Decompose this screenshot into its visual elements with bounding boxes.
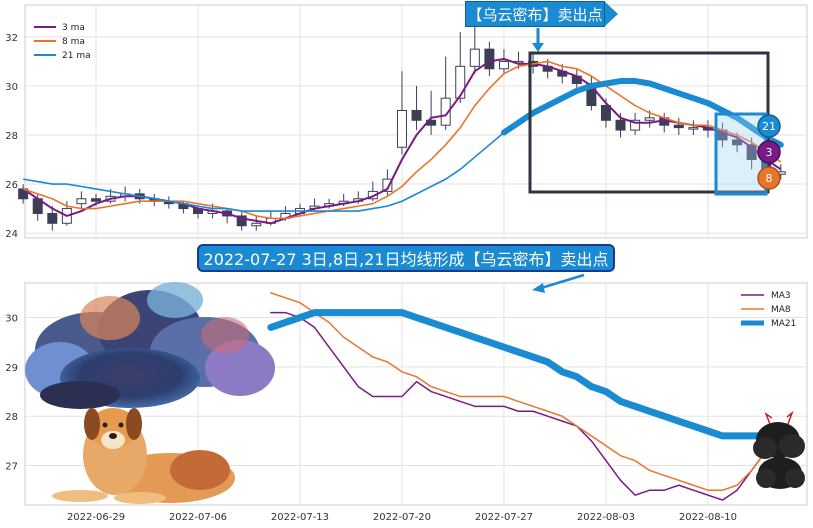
x-tick-label: 2022-06-29 [67, 512, 125, 523]
badge-3-label: 3 [766, 146, 773, 159]
candle-body [673, 124, 684, 129]
legend-ma3: MA3 [771, 291, 791, 301]
series-line-8-ma [22, 60, 782, 220]
badge-21-label: 21 [762, 120, 776, 133]
ma21-highlight-line [500, 78, 784, 148]
middle-banner-arrow [532, 273, 585, 293]
panel-1-frame [24, 4, 808, 239]
badge-8-label: 8 [766, 172, 773, 185]
candle-body [91, 198, 101, 202]
candle-body [411, 109, 422, 121]
candle-body [498, 60, 509, 70]
candle-body [630, 119, 641, 131]
series-line-MA8 [270, 292, 782, 491]
legend-3ma: 3 ma [62, 23, 85, 33]
candle-body [251, 222, 262, 227]
legend-21ma: 21 ma [62, 51, 91, 61]
candle-body [47, 212, 58, 224]
series-line-MA3 [270, 311, 782, 501]
dog-illustration [52, 408, 235, 504]
x-tick-label: 2022-07-06 [169, 512, 227, 523]
y-tick-label: 29 [5, 363, 18, 374]
badge-21: 21 [757, 114, 781, 138]
legend-ma21: MA21 [771, 319, 796, 329]
candle-body [732, 139, 743, 146]
candle-body [615, 119, 626, 131]
candle-body [76, 198, 87, 205]
candle-body [644, 117, 655, 121]
y-tick-label: 26 [5, 180, 18, 191]
x-tick-label: 2022-08-10 [679, 512, 737, 523]
badge-3: 3 [757, 140, 781, 164]
candlestick-panel: 24 26 28 30 32 21 3 8 3 ma 8 ma 21 ma [5, 4, 808, 240]
legend-8ma: 8 ma [62, 37, 85, 47]
x-tick-label: 2022-07-13 [271, 512, 329, 523]
candle-body [236, 215, 247, 227]
y-tick-label: 28 [5, 131, 18, 142]
x-tick-label: 2022-07-27 [475, 512, 533, 523]
panel-1-legend: 3 ma 8 ma 21 ma [34, 23, 91, 61]
badge-8: 8 [757, 166, 781, 190]
middle-signal-banner: 2022-07-27 3日,8日,21日均线形成【乌云密布】卖出点 [197, 244, 615, 272]
candle-body [600, 105, 611, 121]
top-signal-banner: 【乌云密布】卖出点 [465, 1, 605, 27]
legend-ma8: MA8 [771, 305, 791, 315]
panel-2-y-ticks: 27 28 29 30 [5, 314, 18, 473]
candle-body [484, 48, 495, 70]
candle-body [688, 127, 699, 130]
panel-2-ma-lines [267, 292, 785, 501]
top-banner-pointer [604, 1, 618, 27]
panel-1-y-ticks: 24 26 28 30 32 [5, 33, 18, 240]
series-line-MA21 [267, 309, 785, 440]
y-tick-label: 24 [5, 229, 18, 240]
y-tick-label: 28 [5, 412, 18, 423]
panel-2-legend: MA3 MA8 MA21 [741, 291, 796, 329]
y-tick-label: 30 [5, 82, 18, 93]
x-tick-label: 2022-08-03 [577, 512, 635, 523]
candle-body [440, 97, 451, 126]
candle-body [455, 65, 466, 99]
top-banner-arrow [532, 28, 544, 52]
y-tick-label: 30 [5, 314, 18, 325]
panel-1-ma-lines [22, 57, 784, 225]
y-tick-label: 27 [5, 462, 18, 473]
candle-body [396, 109, 407, 148]
y-tick-label: 32 [5, 33, 18, 44]
candle-body [382, 178, 393, 192]
candle-body [469, 48, 480, 67]
panel-2-x-ticks: 2022-06-29 2022-07-06 2022-07-13 2022-07-20… [67, 512, 737, 523]
x-tick-label: 2022-07-20 [373, 512, 431, 523]
dark-cloud-icon [753, 410, 805, 489]
storm-cloud-illustration [25, 282, 275, 409]
